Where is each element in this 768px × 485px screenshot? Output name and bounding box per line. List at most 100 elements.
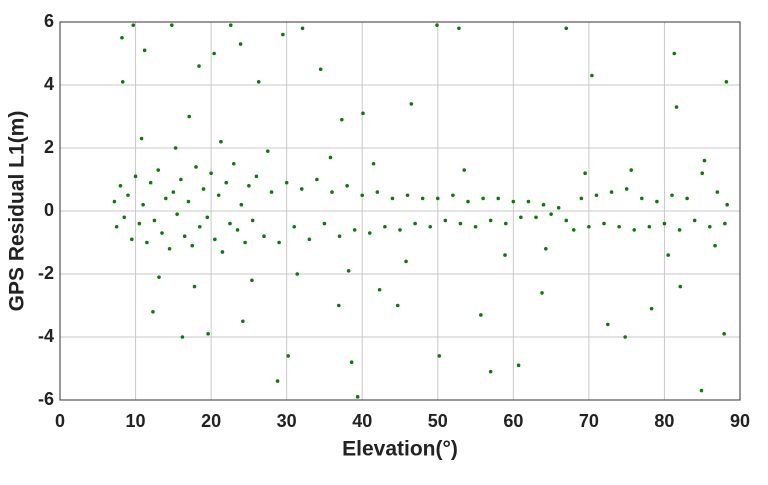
point [713, 243, 717, 248]
point [190, 243, 195, 248]
x-tick-label: 40 [352, 411, 372, 431]
point [212, 51, 216, 56]
point [699, 388, 704, 393]
point [655, 199, 659, 204]
point [328, 155, 333, 160]
point [197, 224, 202, 229]
point [243, 240, 247, 245]
point [206, 332, 210, 336]
point [201, 187, 206, 191]
point [145, 240, 149, 245]
point [122, 215, 127, 220]
point [685, 196, 689, 201]
point [337, 234, 342, 238]
y-tick-label: -4 [38, 326, 54, 346]
point [228, 23, 233, 27]
point [473, 224, 478, 229]
point [186, 199, 191, 204]
x-tick-label: 70 [579, 411, 599, 431]
point [192, 284, 197, 289]
point [725, 202, 729, 207]
y-tick-label: 6 [44, 11, 54, 31]
point [126, 193, 130, 198]
point [295, 272, 300, 276]
point [300, 26, 305, 31]
point [437, 354, 442, 358]
point [129, 237, 134, 242]
point [519, 215, 523, 220]
point [457, 26, 461, 31]
point [670, 193, 674, 198]
point [299, 187, 304, 191]
point [503, 253, 507, 257]
point [371, 161, 376, 166]
point [479, 313, 483, 317]
point [579, 196, 584, 201]
point [152, 218, 157, 223]
point [228, 221, 232, 226]
point [292, 224, 297, 229]
point [346, 269, 351, 273]
point [629, 168, 633, 172]
point [602, 221, 606, 226]
x-tick-label: 50 [428, 411, 448, 431]
point [700, 171, 705, 175]
point [197, 64, 201, 68]
point [340, 117, 344, 122]
plot-frame [59, 21, 741, 401]
point [583, 171, 587, 175]
point [377, 287, 382, 292]
point [404, 259, 408, 264]
point [722, 332, 726, 336]
y-tick-label: -2 [38, 263, 54, 283]
x-tick-label: 60 [503, 411, 523, 431]
x-tick-label: 20 [201, 411, 221, 431]
point [639, 196, 644, 201]
point [590, 73, 594, 78]
point [247, 184, 251, 188]
point [623, 335, 627, 339]
point [160, 231, 164, 235]
point [182, 234, 187, 238]
point [250, 218, 255, 223]
point [286, 354, 290, 358]
point [556, 206, 561, 210]
point [254, 174, 259, 179]
point [141, 202, 145, 207]
y-tick-label: 0 [44, 200, 54, 220]
point [395, 303, 400, 308]
point [151, 310, 155, 314]
point [352, 228, 357, 232]
point [187, 114, 191, 119]
point [594, 193, 599, 198]
point [238, 42, 243, 46]
point [120, 35, 124, 40]
point [131, 23, 136, 27]
point [649, 306, 654, 311]
point [157, 275, 161, 279]
point [112, 199, 117, 204]
point [213, 237, 217, 242]
point [451, 193, 455, 198]
point [405, 193, 410, 198]
point [220, 250, 225, 254]
point [173, 146, 178, 150]
point [275, 379, 280, 383]
point [435, 196, 440, 201]
point [420, 196, 425, 201]
point [167, 247, 172, 251]
point [540, 291, 544, 295]
point [534, 215, 538, 220]
point [564, 26, 569, 31]
point [462, 168, 467, 172]
point [605, 322, 610, 327]
point [647, 224, 652, 229]
y-tick-label: -6 [38, 389, 54, 409]
point [250, 278, 254, 283]
point [269, 190, 274, 194]
point [672, 51, 677, 56]
point [428, 224, 433, 229]
y-axis-label: GPS Residual L1(m) [6, 111, 29, 312]
point [239, 202, 244, 207]
point [235, 228, 240, 232]
